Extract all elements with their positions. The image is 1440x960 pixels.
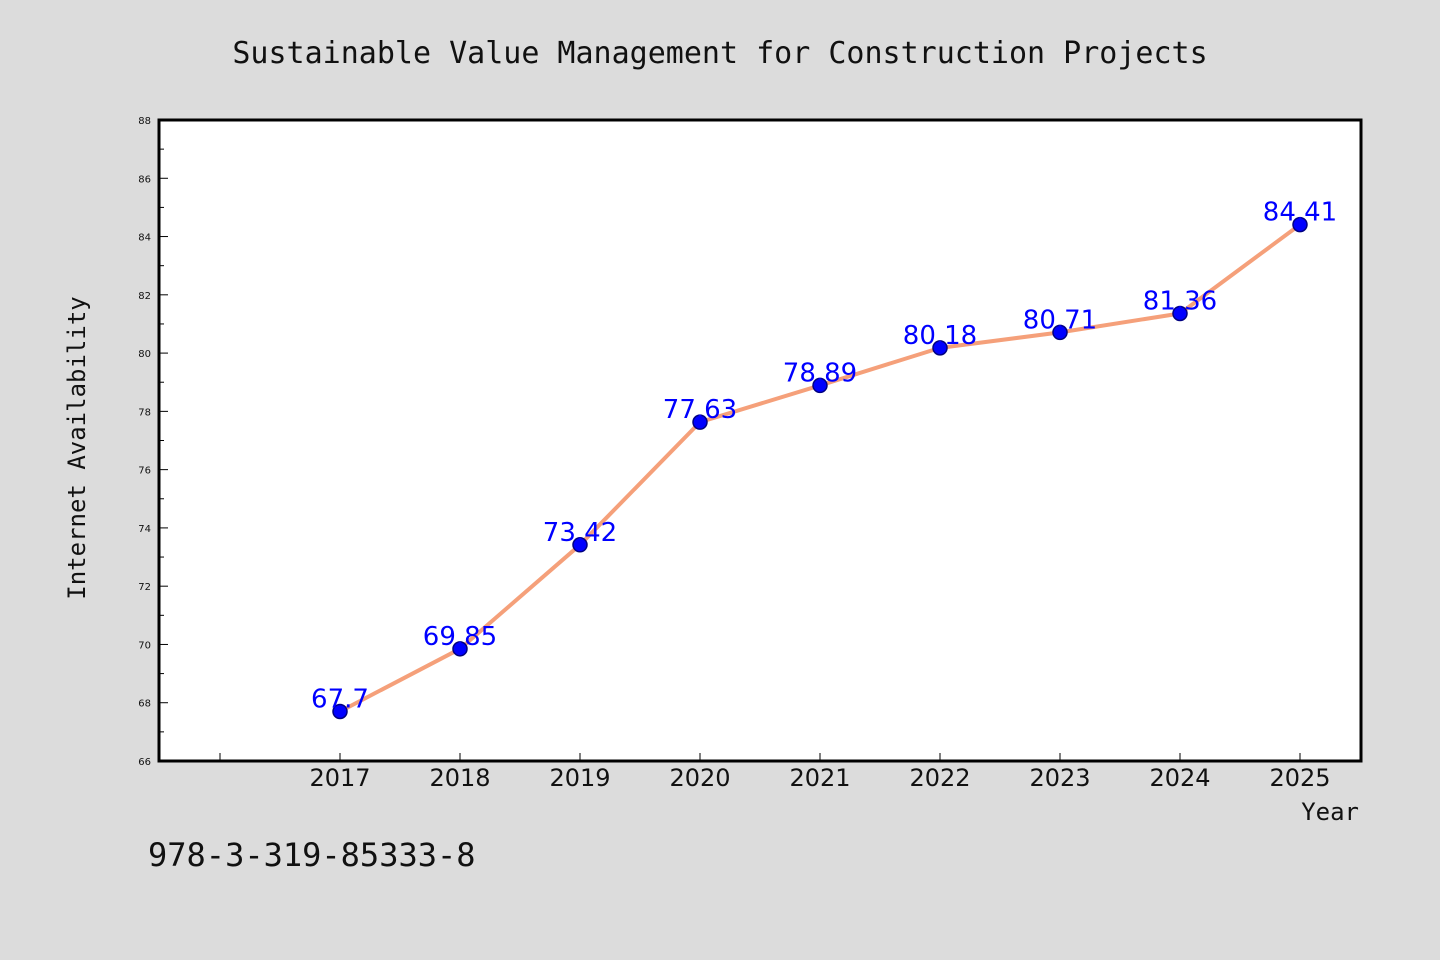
data-point <box>1052 324 1068 341</box>
data-point <box>1172 305 1188 322</box>
data-label: 78.89 <box>783 358 857 388</box>
x-tick-label: 2025 <box>1269 764 1330 792</box>
y-axis: 66 68 70 72 74 76 78 80 82 84 86 88 <box>138 116 168 768</box>
x-tick-label: 2024 <box>1149 764 1210 792</box>
data-point <box>572 537 588 553</box>
data-label: 80.71 <box>1023 305 1097 335</box>
data-label: 81.36 <box>1143 286 1217 316</box>
y-tick-label: 74 <box>138 524 151 535</box>
data-label: 80.18 <box>903 321 977 351</box>
data-point <box>452 641 468 657</box>
y-tick-label: 86 <box>138 174 151 185</box>
x-tick-label: 2018 <box>429 764 490 792</box>
chart-title: Sustainable Value Management for Constru… <box>232 36 1207 71</box>
data-label: 67.7 <box>311 684 369 714</box>
x-tick-label: 2023 <box>1029 764 1090 792</box>
x-tick-label: 2019 <box>549 764 610 792</box>
data-point <box>332 703 348 720</box>
x-tick-label: 2021 <box>789 764 850 792</box>
x-tick-label: 2020 <box>669 764 730 792</box>
data-label: 77.63 <box>663 395 737 425</box>
data-label: 84.41 <box>1263 198 1337 228</box>
y-tick-label: 76 <box>138 466 151 477</box>
x-axis: 2017 2018 2019 2020 2021 2022 2023 2024 2025 <box>219 753 1331 792</box>
y-axis-label: Internet Availability <box>63 296 91 599</box>
isbn-text: 978-3-319-85333-8 <box>148 836 476 874</box>
data-point <box>812 377 828 394</box>
series-layer: 67.7 69.85 73.42 77.63 78.89 80.18 80.71 81.36 8… <box>311 198 1337 720</box>
y-tick-label: 88 <box>138 116 151 127</box>
x-tick-label: 2017 <box>309 764 370 792</box>
y-tick-label: 68 <box>138 699 151 710</box>
data-point <box>1292 216 1308 233</box>
data-label: 69.85 <box>423 622 497 652</box>
y-tick-label: 78 <box>138 407 151 418</box>
y-tick-label: 66 <box>138 757 151 768</box>
data-label: 73.42 <box>543 518 617 548</box>
y-tick-label: 70 <box>138 640 151 651</box>
y-tick-label: 82 <box>138 291 151 302</box>
plot-area <box>157 118 1363 763</box>
x-axis-label: Year <box>1301 798 1359 826</box>
x-tick-label: 2022 <box>909 764 970 792</box>
data-point <box>692 414 708 430</box>
data-point <box>932 340 948 356</box>
y-tick-label: 72 <box>138 582 151 593</box>
y-tick-label: 80 <box>138 349 151 360</box>
y-tick-label: 84 <box>138 233 151 244</box>
